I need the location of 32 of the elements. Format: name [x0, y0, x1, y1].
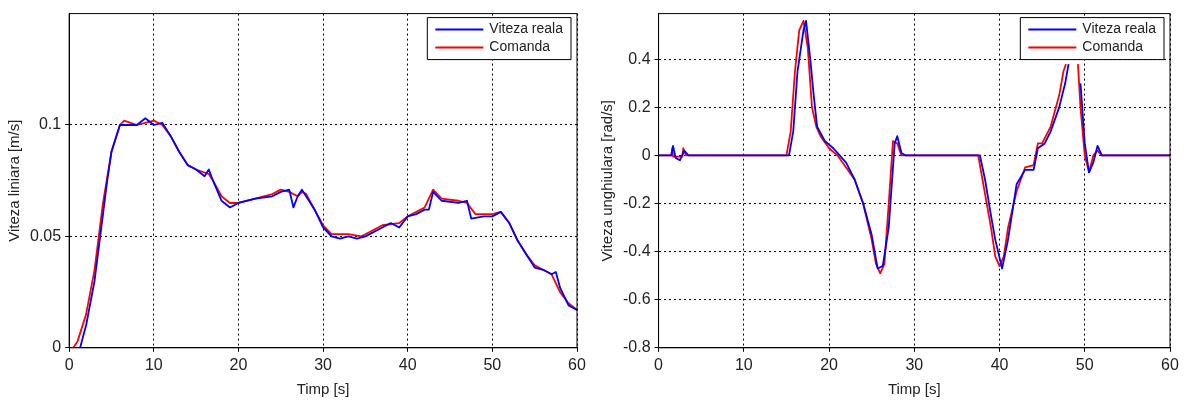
x-tick-label: 10 — [144, 355, 163, 373]
x-tick-label: 40 — [398, 355, 417, 373]
legend-label: Comanda — [1082, 38, 1144, 55]
legend-label: Comanda — [489, 38, 551, 55]
x-axis-title: Timp [s] — [296, 380, 350, 398]
y-tick-label: 0 — [52, 338, 62, 356]
y-tick-label: 0.2 — [628, 97, 651, 115]
x-tick-label: 60 — [568, 355, 586, 373]
y-tick-label: 0.4 — [628, 49, 651, 67]
x-tick-label: 50 — [483, 355, 502, 373]
x-tick-label: 0 — [64, 355, 74, 373]
y-tick-label: 0 — [641, 145, 651, 163]
x-tick-label: 20 — [820, 355, 839, 373]
x-tick-label: 10 — [734, 355, 753, 373]
y-tick-label: -0.8 — [622, 338, 651, 356]
x-tick-label: 60 — [1161, 355, 1179, 373]
y-axis-title: Viteza unghiulara [rad/s] — [598, 99, 616, 262]
x-tick-label: 0 — [654, 355, 664, 373]
x-tick-label: 40 — [990, 355, 1009, 373]
x-axis-title: Timp [s] — [887, 380, 941, 398]
legend-label: Viteza reala — [1082, 20, 1157, 37]
y-tick-label: 0.1 — [38, 115, 62, 133]
y-tick-label: -0.4 — [622, 242, 651, 260]
legend-label: Viteza reala — [489, 20, 564, 37]
y-tick-label: -0.2 — [622, 193, 651, 211]
x-tick-label: 50 — [1075, 355, 1094, 373]
x-tick-label: 30 — [905, 355, 924, 373]
x-tick-label: 20 — [229, 355, 248, 373]
y-tick-label: -0.6 — [622, 290, 651, 308]
y-axis-title: Viteza liniara [m/s] — [5, 119, 23, 242]
y-tick-label: 0.05 — [30, 226, 62, 244]
x-tick-label: 30 — [314, 355, 333, 373]
